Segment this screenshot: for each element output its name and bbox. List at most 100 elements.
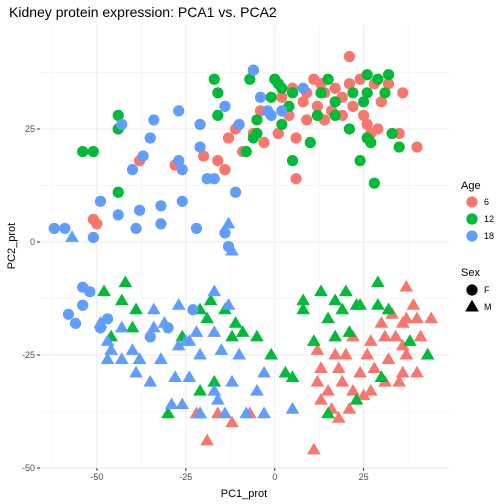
data-point-circle — [286, 87, 299, 99]
data-point-triangle — [314, 361, 328, 374]
data-point-triangle — [328, 347, 343, 360]
data-point-triangle — [239, 406, 254, 419]
y-tick-label: -50 — [22, 463, 35, 473]
data-point-circle — [375, 96, 388, 108]
data-point-circle — [368, 177, 380, 189]
data-point-triangle — [182, 334, 197, 346]
data-point-circle — [286, 155, 299, 167]
age-legend-label: 12 — [484, 214, 494, 224]
age-legend-title: Age — [461, 180, 481, 192]
data-point-circle — [130, 222, 142, 235]
data-point-circle — [198, 150, 210, 162]
data-point-triangle — [65, 230, 79, 242]
data-point-triangle — [146, 302, 161, 315]
data-point-triangle — [328, 329, 343, 342]
data-point-circle — [311, 100, 324, 112]
data-point-triangle — [321, 311, 335, 324]
data-point-triangle — [100, 352, 115, 364]
data-point-circle — [276, 105, 288, 117]
data-point-circle — [382, 78, 395, 90]
sex-legend-key — [466, 284, 478, 296]
data-point-circle — [222, 132, 235, 144]
data-point-circle — [59, 222, 71, 235]
data-point-triangle — [410, 311, 424, 324]
data-point-triangle — [371, 298, 385, 310]
data-point-triangle — [207, 325, 222, 337]
data-point-circle — [315, 87, 327, 99]
data-point-circle — [265, 109, 277, 122]
data-point-circle — [155, 218, 167, 230]
data-point-triangle — [395, 365, 410, 378]
data-point-triangle — [225, 243, 239, 256]
data-point-triangle — [257, 406, 271, 419]
data-point-triangle — [114, 320, 129, 333]
data-point-triangle — [353, 298, 367, 310]
data-point-circle — [329, 96, 341, 108]
data-point-triangle — [264, 347, 279, 360]
data-point-triangle — [200, 433, 214, 446]
data-point-circle — [91, 218, 103, 230]
data-point-circle — [329, 82, 341, 94]
data-point-triangle — [157, 316, 172, 328]
data-point-circle — [208, 173, 220, 185]
data-point-circle — [329, 109, 341, 122]
data-point-circle — [212, 109, 224, 122]
data-point-triangle — [296, 293, 311, 306]
data-point-circle — [379, 87, 391, 99]
data-point-circle — [254, 91, 267, 103]
x-tick-label: 25 — [359, 472, 369, 482]
data-point-circle — [219, 164, 231, 176]
data-point-circle — [77, 299, 89, 311]
data-point-triangle — [363, 334, 378, 346]
data-point-triangle — [221, 298, 236, 310]
data-point-circle — [133, 204, 146, 216]
data-point-triangle — [321, 406, 335, 419]
chart-title: Kidney protein expression: PCA1 vs. PCA2 — [9, 4, 277, 20]
data-point-triangle — [228, 316, 243, 328]
data-point-circle — [219, 100, 231, 112]
data-point-circle — [322, 73, 334, 85]
data-point-circle — [347, 100, 359, 112]
data-point-triangle — [143, 374, 158, 387]
data-point-triangle — [114, 352, 129, 364]
data-point-triangle — [314, 284, 328, 297]
data-point-circle — [304, 136, 316, 149]
data-point-circle — [62, 308, 75, 320]
y-tick-label: -25 — [22, 350, 35, 360]
data-point-triangle — [395, 316, 410, 328]
data-point-circle — [343, 51, 356, 63]
data-point-triangle — [97, 284, 111, 297]
data-point-circle — [126, 164, 139, 176]
data-point-triangle — [339, 284, 353, 297]
data-point-circle — [233, 118, 245, 131]
data-point-circle — [343, 78, 356, 90]
data-point-circle — [112, 209, 124, 221]
data-point-triangle — [374, 316, 389, 328]
data-point-circle — [347, 87, 359, 99]
data-point-triangle — [310, 374, 325, 387]
data-point-circle — [411, 141, 423, 153]
data-point-triangle — [164, 397, 179, 410]
data-point-triangle — [225, 329, 239, 342]
data-point-triangle — [114, 293, 129, 306]
data-point-triangle — [374, 370, 389, 383]
data-point-circle — [272, 78, 284, 90]
data-point-circle — [247, 132, 259, 144]
data-point-circle — [251, 114, 263, 126]
data-point-triangle — [182, 370, 197, 383]
age-legend-label: 6 — [484, 197, 489, 207]
data-point-triangle — [161, 406, 175, 419]
data-point-circle — [94, 195, 107, 207]
data-point-triangle — [285, 402, 300, 414]
sex-legend-title: Sex — [461, 267, 480, 279]
data-point-triangle — [250, 329, 264, 342]
data-point-circle — [69, 317, 82, 329]
data-points — [48, 51, 439, 455]
data-point-circle — [116, 118, 128, 131]
data-point-triangle — [342, 402, 357, 414]
data-point-triangle — [203, 293, 218, 306]
data-point-circle — [372, 73, 384, 85]
data-point-triangle — [207, 383, 222, 396]
data-point-triangle — [310, 343, 325, 355]
data-point-triangle — [353, 365, 367, 378]
